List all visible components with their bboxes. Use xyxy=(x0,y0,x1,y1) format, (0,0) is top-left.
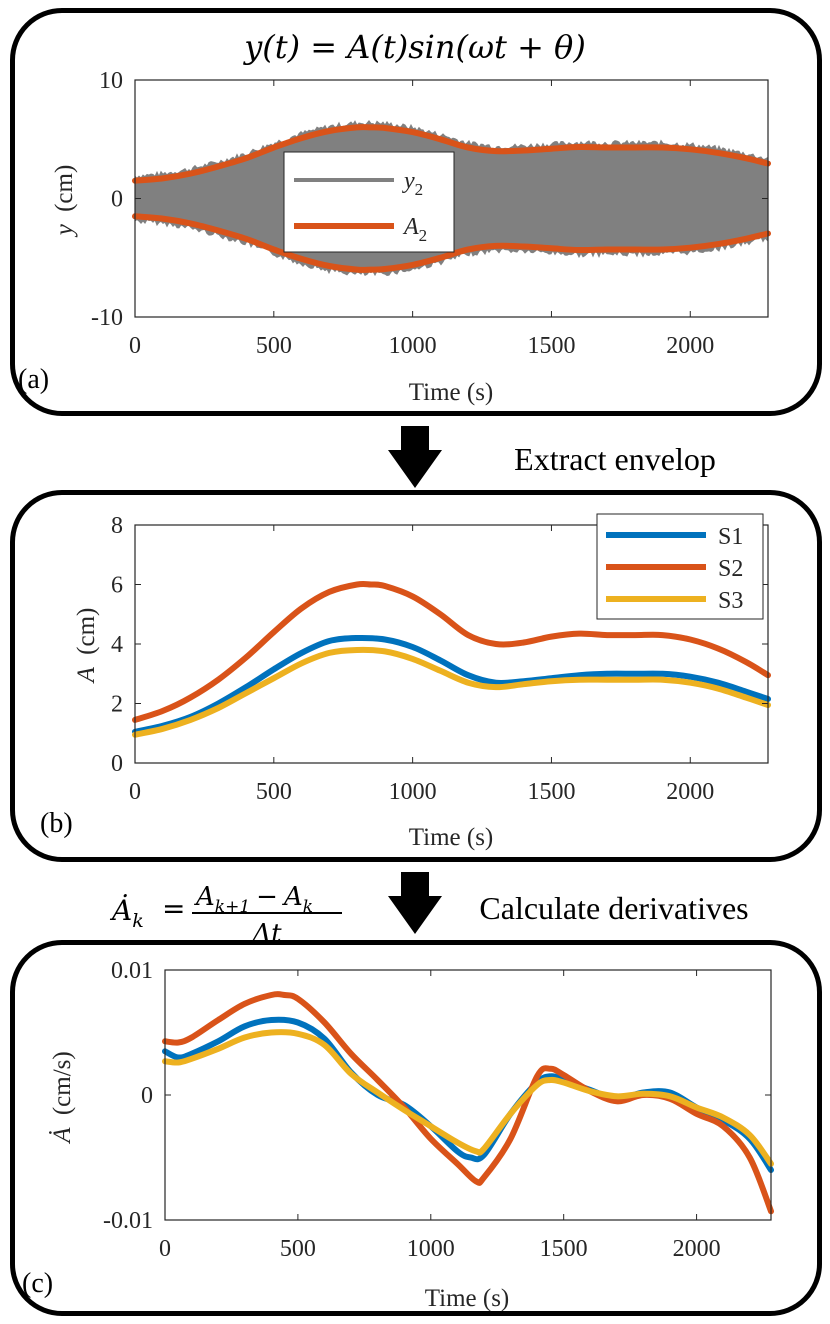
panel-b-x-ticks: 0 500 1000 1500 2000 xyxy=(129,525,714,805)
series-s3-line xyxy=(132,646,771,738)
x-tick-label: 1000 xyxy=(389,779,437,805)
x-tick-label: 1000 xyxy=(389,333,437,359)
calculate-derivatives-label: Calculate derivatives xyxy=(479,890,748,926)
series-a2-upper xyxy=(132,124,771,184)
extract-envelop-label: Extract envelop xyxy=(514,441,716,477)
panel-c-x-label: Time (s) xyxy=(425,1285,510,1312)
panel-c-label: (c) xyxy=(22,1268,53,1299)
panel-c-y-label: Ȧ (cm/s) xyxy=(49,1051,76,1144)
y-tick-label: 2 xyxy=(111,692,123,718)
y-tick-label: 0.01 xyxy=(111,958,153,984)
arrow-down-icon xyxy=(388,426,442,488)
panel-a-y-label: y (cm) xyxy=(51,165,78,239)
svg-text:Δt: Δt xyxy=(251,919,282,949)
panel-c-y-label-unit: (cm/s) xyxy=(49,1051,76,1115)
series-s1-line xyxy=(132,634,771,735)
x-tick-label: 1500 xyxy=(527,779,575,805)
svg-text:=: = xyxy=(162,892,185,925)
panel-b-label: (b) xyxy=(40,808,73,839)
panel-a: y(t) = A(t)sin(ωt + θ) 0 500 1000 1500 2000 … xyxy=(18,28,771,406)
derivative-formula: Ȧk = Ak+1− Ak Δt xyxy=(109,882,342,949)
panel-b-plot xyxy=(132,580,771,738)
panel-b-y-label: A (cm) xyxy=(73,608,100,685)
y-tick-label: 0 xyxy=(111,187,123,213)
panel-b-x-label: Time (s) xyxy=(409,824,494,851)
panel-c-frame xyxy=(10,940,822,1316)
y-tick-label: 10 xyxy=(99,68,123,94)
x-tick-label: 500 xyxy=(280,1236,316,1262)
panel-b-legend: S1 S2 S3 xyxy=(596,513,764,620)
legend-label-s3: S3 xyxy=(718,588,743,614)
panel-a-y-label-unit: (cm) xyxy=(51,165,78,212)
panel-c-y-ticks: 0.01 0 -0.01 xyxy=(103,958,771,1234)
panel-a-x-ticks: 0 500 1000 1500 2000 xyxy=(129,80,714,359)
panel-a-label: (a) xyxy=(18,364,49,395)
panel-a-title: y(t) = A(t)sin(ωt + θ) xyxy=(242,28,586,66)
panel-b: 0 500 1000 1500 2000 0 2 4 6 8 Time (s) A (cm) S… xyxy=(40,513,771,851)
y-tick-label: 0 xyxy=(141,1083,153,1109)
y-tick-label: -10 xyxy=(91,305,123,331)
x-tick-label: 2000 xyxy=(673,1236,721,1262)
y-tick-label: 6 xyxy=(111,573,123,599)
x-tick-label: 1000 xyxy=(407,1236,455,1262)
series-s1-line xyxy=(162,1016,774,1173)
x-tick-label: 1500 xyxy=(540,1236,588,1262)
legend-label-y2: y2 xyxy=(402,168,423,199)
panel-b-y-label-var: A xyxy=(73,666,100,684)
legend-label-s1: S1 xyxy=(718,524,743,550)
y-tick-label: 0 xyxy=(111,751,123,777)
y-tick-label: 8 xyxy=(111,513,123,539)
panel-a-legend: y2 A2 xyxy=(283,151,455,253)
panel-a-y-label-var: y xyxy=(51,223,78,238)
panel-a-legend-box xyxy=(283,151,455,253)
panel-b-y-ticks: 0 2 4 6 8 xyxy=(111,513,768,777)
legend-label-s2: S2 xyxy=(718,556,743,582)
series-a2-lower xyxy=(132,213,771,273)
panel-a-frame xyxy=(10,8,822,416)
panel-a-y-ticks: 10 0 -10 xyxy=(91,68,768,331)
x-tick-label: 500 xyxy=(256,779,292,805)
panel-b-y-label-unit: (cm) xyxy=(73,608,100,655)
panel-c: 0 500 1000 1500 2000 0.010-0.01 Time (s) Ȧ (… xyxy=(22,958,774,1312)
panel-c-y-label-var: Ȧ xyxy=(49,1127,76,1145)
y-tick-label: 4 xyxy=(111,632,123,658)
svg-text:Ak+1−Ak: Ak+1− Ak xyxy=(194,882,313,917)
panel-a-x-label: Time (s) xyxy=(409,379,494,406)
x-tick-label: 1500 xyxy=(527,333,575,359)
svg-text:Ȧk: Ȧk xyxy=(109,894,144,932)
x-tick-label: 500 xyxy=(256,333,292,359)
x-tick-label: 2000 xyxy=(666,333,714,359)
x-tick-label: 0 xyxy=(159,1236,171,1262)
x-tick-label: 0 xyxy=(129,779,141,805)
series-s2-line xyxy=(132,580,771,723)
panel-b-frame xyxy=(10,490,822,862)
y-tick-label: -0.01 xyxy=(103,1208,153,1234)
legend-label-a2: A2 xyxy=(402,214,427,245)
panel-c-plot xyxy=(162,991,774,1215)
series-s3-line xyxy=(162,1029,774,1167)
panel-c-x-ticks: 0 500 1000 1500 2000 xyxy=(159,970,721,1262)
x-tick-label: 2000 xyxy=(666,779,714,805)
x-tick-label: 0 xyxy=(129,333,141,359)
arrow-down-icon-2 xyxy=(388,872,442,934)
